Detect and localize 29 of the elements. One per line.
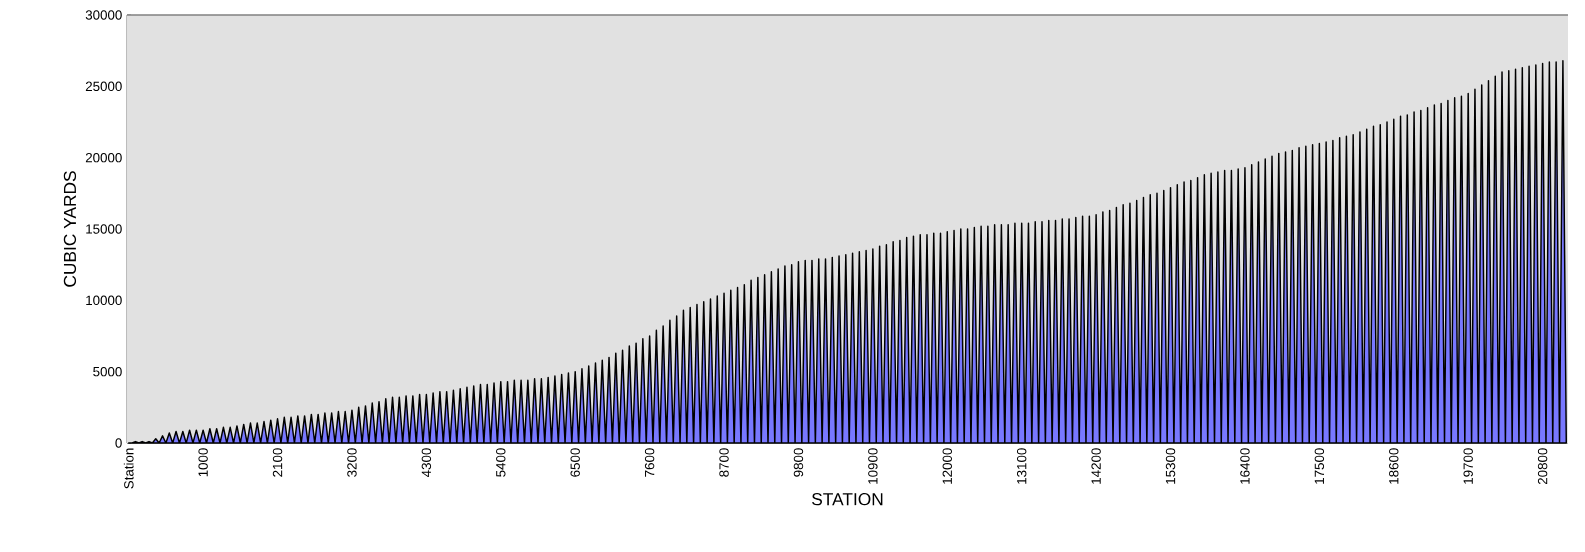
x-tick-label: 8700 <box>719 448 729 477</box>
y-tick-label: 20000 <box>85 152 122 163</box>
x-tick-label: 3200 <box>347 448 357 477</box>
x-tick-label: 6500 <box>570 448 580 477</box>
x-tick-label: 5400 <box>496 448 506 477</box>
x-tick-label: 19700 <box>1463 448 1473 484</box>
y-tick-label: 0 <box>115 438 122 448</box>
y-tick-label: 10000 <box>86 295 122 306</box>
x-tick-label: Station <box>123 448 134 489</box>
x-tick-label: 15300 <box>1165 448 1176 484</box>
x-tick-label: 17500 <box>1314 448 1325 484</box>
x-tick-label: 13100 <box>1016 448 1027 484</box>
x-axis-title: STATION <box>812 493 883 506</box>
x-tick-label: 14200 <box>1091 448 1101 484</box>
x-tick-label: 18600 <box>1389 448 1399 484</box>
x-tick-label: 16400 <box>1240 448 1250 484</box>
x-tick-label: 20800 <box>1537 448 1548 485</box>
y-tick-label: 30000 <box>85 10 122 20</box>
x-tick-label: 2100 <box>272 448 283 477</box>
y-tick-label: 25000 <box>85 81 122 92</box>
x-tick-label: 4300 <box>421 448 432 478</box>
x-tick-label: 9800 <box>793 448 804 477</box>
y-tick-label: 5000 <box>93 366 122 377</box>
y-axis-title: CUBIC YARDS <box>63 171 77 287</box>
x-tick-label: 1000 <box>198 448 208 477</box>
x-tick-label: 10900 <box>868 448 878 484</box>
x-tick-label: 7600 <box>644 448 655 477</box>
x-tick-label: 12000 <box>942 448 952 484</box>
y-tick-label: 15000 <box>86 224 122 234</box>
